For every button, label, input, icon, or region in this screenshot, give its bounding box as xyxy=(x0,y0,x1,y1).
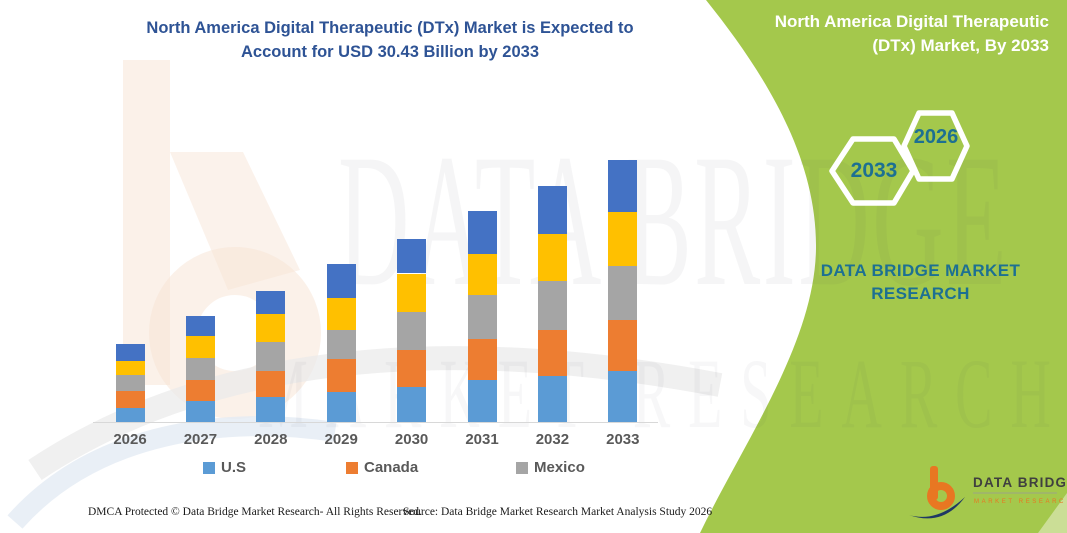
x-axis-line xyxy=(93,422,658,423)
bar-segment-unlabeled-yellow-2027 xyxy=(185,335,215,359)
chart-title-line1: North America Digital Therapeutic (DTx) … xyxy=(146,19,634,37)
footer-source-text: Source: Data Bridge Market Research Mark… xyxy=(403,506,713,518)
legend-swatch-canada xyxy=(346,461,358,474)
bar-segment-mexico-2027 xyxy=(185,358,215,380)
legend-label-canada: Canada xyxy=(364,459,419,476)
legend-item-canada: Canada xyxy=(346,459,418,476)
bar-segment-canada-2026 xyxy=(115,391,145,409)
bar-segment-u-s-2026 xyxy=(115,408,145,423)
bar-segment-u-s-2027 xyxy=(185,400,215,423)
data-bridge-logo: DATA BRIDGE MARKET RESEARCH xyxy=(909,466,1065,519)
hexagon-2026-label: 2026 xyxy=(913,126,959,148)
legend-item-us: U.S xyxy=(203,459,246,476)
footer-dmca-text: DMCA Protected © Data Bridge Market Rese… xyxy=(88,506,422,518)
logo-subtitle-text: MARKET RESEARCH xyxy=(974,499,1065,505)
watermark-b-shoulder xyxy=(170,152,300,290)
bar-segment-unlabeled-darkblue-2026 xyxy=(115,344,145,361)
chart-title: North America Digital Therapeutic (DTx) … xyxy=(100,17,680,65)
legend-swatch-us xyxy=(203,461,215,474)
legend-item-mexico: Mexico xyxy=(516,459,585,476)
bar-segment-unlabeled-yellow-2026 xyxy=(115,360,145,376)
panel-brand-line2: RESEARCH xyxy=(871,283,970,303)
panel-brand-line1: DATA BRIDGE MARKET xyxy=(820,261,1021,280)
legend-label-mexico: Mexico xyxy=(534,459,585,476)
logo-name-text: DATA BRIDGE xyxy=(973,475,1065,490)
bar-segment-unlabeled-darkblue-2028 xyxy=(256,290,286,315)
bar-segment-mexico-2026 xyxy=(115,375,145,392)
x-axis-label-2026: 2026 xyxy=(113,431,147,448)
logo-b-bowl xyxy=(927,482,955,510)
watermark-market-research-text: MARKET RESEARCH xyxy=(258,344,1067,444)
panel-brand-text: DATA BRIDGE MARKET RESEARCH xyxy=(788,260,1053,306)
legend-swatch-mexico xyxy=(516,461,528,474)
bar-segment-unlabeled-darkblue-2027 xyxy=(185,315,215,336)
x-axis-label-2027: 2027 xyxy=(183,431,218,448)
watermark-b-stem xyxy=(123,60,170,385)
logo-swoosh xyxy=(909,497,965,519)
panel-title: North America Digital Therapeutic (DTx) … xyxy=(774,12,1049,55)
legend-label-us: U.S xyxy=(221,459,247,476)
hexagon-2033-label: 2033 xyxy=(850,159,898,182)
bar-segment-canada-2027 xyxy=(185,379,215,401)
chart-title-line2: Account for USD 30.43 Billion by 2033 xyxy=(241,42,539,61)
